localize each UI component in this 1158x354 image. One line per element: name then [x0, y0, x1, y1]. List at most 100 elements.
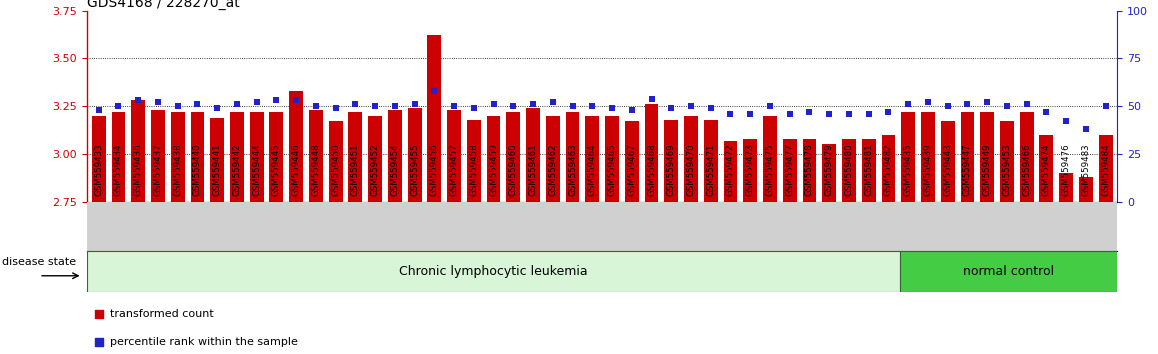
Point	[287, 98, 306, 103]
Point	[998, 103, 1017, 109]
Bar	[901, 112, 915, 202]
Point	[682, 103, 701, 109]
Point	[705, 207, 724, 213]
Point	[248, 99, 266, 105]
Text: GDS4168 / 228270_at: GDS4168 / 228270_at	[87, 0, 240, 10]
Text: transformed count: transformed count	[110, 309, 213, 319]
Point	[109, 103, 127, 109]
Bar	[91, 116, 105, 202]
Bar	[349, 112, 362, 202]
Bar	[506, 112, 520, 202]
Point	[702, 105, 720, 111]
Point	[307, 103, 325, 109]
Bar	[763, 116, 777, 202]
Bar	[960, 112, 974, 202]
Bar	[526, 108, 540, 202]
Point	[859, 111, 878, 117]
Bar	[1060, 173, 1073, 202]
Text: percentile rank within the sample: percentile rank within the sample	[110, 337, 298, 347]
Point	[938, 103, 957, 109]
Point	[780, 111, 799, 117]
Point	[386, 103, 404, 109]
Bar	[645, 104, 659, 202]
Bar	[545, 116, 559, 202]
Bar	[1040, 135, 1054, 202]
Point	[405, 102, 424, 107]
Point	[89, 107, 108, 113]
Point	[721, 111, 740, 117]
Bar	[290, 91, 303, 202]
Bar	[408, 108, 422, 202]
Point	[958, 102, 976, 107]
Bar	[981, 112, 994, 202]
Bar	[250, 112, 264, 202]
Bar	[862, 139, 875, 202]
Bar	[368, 116, 382, 202]
Text: Chronic lymphocytic leukemia: Chronic lymphocytic leukemia	[400, 265, 588, 278]
Bar	[151, 110, 164, 202]
Point	[1057, 119, 1076, 124]
Bar	[1020, 112, 1034, 202]
Point	[918, 99, 937, 105]
Point	[523, 102, 542, 107]
Bar	[467, 120, 481, 202]
Point	[188, 102, 206, 107]
Point	[1097, 103, 1115, 109]
Bar	[625, 121, 639, 202]
Bar	[921, 112, 935, 202]
Bar	[1001, 121, 1013, 202]
Point	[148, 99, 167, 105]
Point	[1077, 126, 1095, 132]
Point	[761, 103, 779, 109]
Point	[662, 105, 681, 111]
Point	[168, 103, 186, 109]
Bar	[743, 139, 757, 202]
Bar	[1099, 135, 1113, 202]
Point	[445, 103, 463, 109]
Bar	[87, 251, 900, 292]
Point	[879, 109, 897, 115]
Point	[484, 102, 503, 107]
Point	[464, 105, 483, 111]
Bar	[170, 112, 184, 202]
Point	[327, 105, 345, 111]
Bar	[329, 121, 343, 202]
Point	[840, 111, 858, 117]
Bar	[606, 116, 618, 202]
Point	[820, 111, 838, 117]
Point	[267, 98, 286, 103]
Bar	[230, 112, 244, 202]
Point	[543, 99, 562, 105]
Bar	[309, 110, 323, 202]
Bar	[565, 112, 579, 202]
Point	[208, 105, 227, 111]
Point	[346, 102, 365, 107]
Point	[129, 98, 147, 103]
Bar	[704, 120, 718, 202]
Bar	[388, 110, 402, 202]
Point	[563, 103, 581, 109]
Bar	[427, 35, 441, 202]
Point	[504, 103, 522, 109]
Point	[1018, 102, 1036, 107]
Point	[582, 103, 601, 109]
Bar	[684, 116, 698, 202]
Bar	[783, 139, 797, 202]
Bar	[665, 120, 679, 202]
Bar	[900, 251, 1117, 292]
Bar	[191, 112, 204, 202]
Bar	[1079, 177, 1093, 202]
Text: normal control: normal control	[963, 265, 1055, 278]
Point	[1038, 109, 1056, 115]
Point	[603, 105, 622, 111]
Bar	[211, 118, 223, 202]
Bar	[842, 139, 856, 202]
Point	[623, 107, 642, 113]
Point	[800, 109, 819, 115]
Bar	[131, 101, 145, 202]
Bar	[270, 112, 284, 202]
Point	[741, 111, 760, 117]
Point	[366, 103, 384, 109]
Point	[643, 96, 661, 101]
Point	[899, 102, 917, 107]
